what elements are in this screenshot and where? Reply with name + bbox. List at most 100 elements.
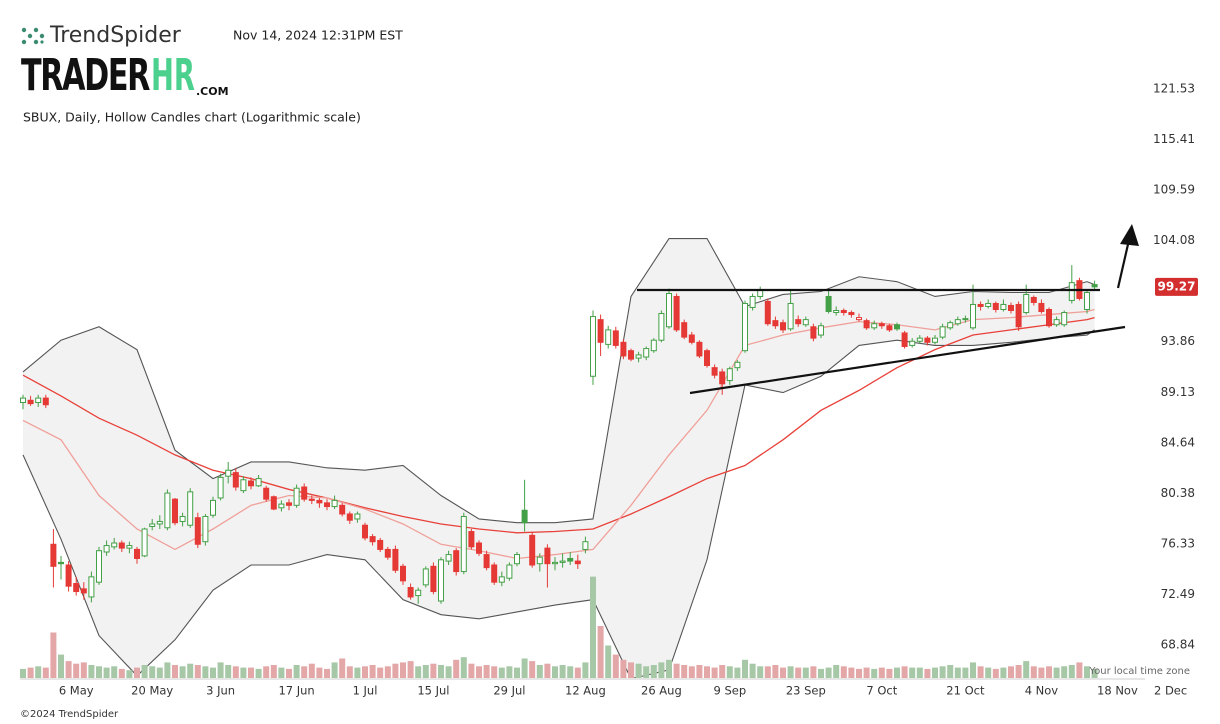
candle-body (103, 545, 110, 553)
x-tick-label: 18 Nov (1097, 684, 1138, 698)
volume-bar (559, 665, 566, 678)
volume-bar (339, 658, 346, 678)
volume-bar (1008, 666, 1014, 678)
volume-bar (863, 667, 870, 678)
candle-body (422, 568, 429, 586)
y-tick-label: 89.13 (1161, 385, 1195, 399)
volume-bar (742, 659, 748, 678)
volume-bar (42, 667, 49, 678)
volume-bar (719, 665, 726, 678)
candle-body (240, 479, 247, 492)
candle-body (248, 480, 254, 487)
timezone-note: Your local time zone (1088, 666, 1190, 677)
x-tick-label: 3 Jun (206, 684, 235, 698)
candle-body (286, 502, 292, 506)
candle-body (916, 337, 923, 342)
volume-bar (529, 661, 536, 678)
candle-body (552, 561, 558, 565)
candle-body (620, 341, 627, 357)
band-fill (23, 238, 1095, 678)
candle-body (901, 332, 908, 347)
volume-bar (324, 668, 330, 678)
volume-bar (263, 666, 270, 678)
volume-bar (1000, 667, 1007, 678)
volume-bar (506, 666, 513, 678)
candle-body (278, 503, 285, 509)
volume-bar (377, 667, 384, 678)
candle-body (719, 371, 726, 385)
candle-body (954, 319, 961, 325)
volume-bar (1015, 665, 1022, 678)
y-tick-label: 104.08 (1153, 233, 1195, 247)
last-price-label: 99.27 (1158, 279, 1196, 293)
candle-body (217, 476, 224, 499)
volume-bar (1068, 665, 1075, 678)
y-tick-label: 76.33 (1161, 536, 1195, 550)
volume-bar (749, 663, 756, 678)
volume-bar (916, 667, 923, 678)
candle-body (780, 322, 786, 331)
brand: TrendSpider (49, 23, 182, 48)
x-tick-label: 12 Aug (565, 684, 606, 698)
volume-bar (179, 666, 186, 678)
candle-body (415, 589, 422, 597)
plot (20, 237, 1098, 678)
volume-bar (50, 632, 57, 678)
watermark: TRADER (21, 50, 150, 101)
candle-body (172, 498, 178, 524)
y-tick-label: 84.64 (1161, 435, 1195, 449)
candle-body (400, 565, 406, 582)
volume-bar (840, 666, 847, 678)
y-tick-label: 80.38 (1161, 486, 1195, 500)
volume-bar (780, 667, 786, 678)
candle-body (628, 350, 634, 360)
volume-bar (795, 667, 802, 678)
candle-body (498, 576, 505, 583)
volume-bar (825, 667, 832, 678)
candle-body (141, 528, 148, 557)
volume-bar (597, 626, 604, 678)
candle-body (1068, 282, 1075, 301)
candle-body (35, 397, 42, 404)
candle-body (293, 487, 300, 506)
volume-bar (612, 654, 619, 678)
candle-body (1000, 303, 1007, 310)
candle-body (886, 325, 893, 331)
volume-bar (346, 666, 353, 678)
volume-bar (734, 667, 741, 678)
volume-bar (620, 659, 627, 678)
candle-body (795, 319, 802, 325)
candle-body (772, 320, 779, 327)
annotations (637, 224, 1139, 395)
volume-bar (35, 666, 42, 678)
arrow-head (1120, 224, 1139, 246)
candle-body (871, 323, 878, 329)
volume-bar (111, 666, 118, 678)
volume-bar (96, 666, 102, 678)
volume-bar (392, 663, 399, 678)
candle-body (331, 499, 338, 508)
volume-bar (134, 667, 140, 678)
candle-body (354, 513, 361, 520)
volume-bar (164, 662, 171, 678)
volume-bar (954, 667, 961, 678)
candle-body (194, 517, 201, 545)
volume-bar (1053, 667, 1060, 678)
candle-body (316, 499, 323, 504)
candle-body (970, 303, 976, 329)
candle-body (802, 319, 809, 326)
overlay-line (22, 237, 1095, 524)
volume-bar (118, 668, 125, 678)
volume-bar (1076, 662, 1083, 678)
candle-body (977, 303, 984, 307)
volume-bar (65, 661, 72, 678)
candle-body (696, 341, 703, 357)
volume-bar (156, 667, 163, 678)
volume-bar (521, 658, 528, 678)
candle-body (118, 542, 125, 549)
candle-body (612, 330, 619, 346)
candle-body (848, 312, 855, 316)
candle-body (126, 545, 133, 549)
volume-bar (552, 666, 558, 678)
